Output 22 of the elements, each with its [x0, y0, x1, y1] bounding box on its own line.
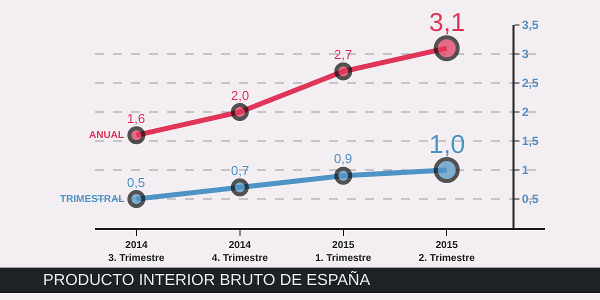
series-label: TRIMESTRAL	[60, 194, 124, 205]
data-label: 3,1	[429, 7, 466, 37]
y-tick-label: 2,5	[522, 76, 539, 90]
data-label: 1,6	[127, 111, 146, 126]
text: PRODUCTO INTERIOR BRUTO DE ESPAÑA	[43, 270, 370, 289]
y-tick-label: 0,5	[522, 192, 539, 206]
y-tick-label: 2	[522, 105, 529, 120]
data-label: 2,7	[334, 47, 352, 62]
data-label: 0,9	[334, 151, 352, 166]
x-tick-label: 2014 4. Trimestre	[212, 240, 268, 264]
y-tick-label: 3,5	[522, 18, 539, 32]
data-label: 0,7	[231, 163, 250, 178]
y-tick-label: 1,5	[522, 134, 539, 148]
data-label: 2,0	[231, 88, 250, 103]
x-tick-label: 2015 1. Trimestre	[315, 240, 372, 264]
data-label: 1,0	[429, 129, 466, 159]
x-tick-label: 2015 2. Trimestre	[418, 240, 476, 264]
y-tick-label: 3	[522, 47, 529, 62]
series-label: ANUAL	[89, 130, 124, 141]
y-tick-label: 1	[522, 163, 529, 178]
x-tick-label: 2014 3. Trimestre	[108, 240, 165, 264]
data-label: 0,5	[127, 175, 146, 190]
